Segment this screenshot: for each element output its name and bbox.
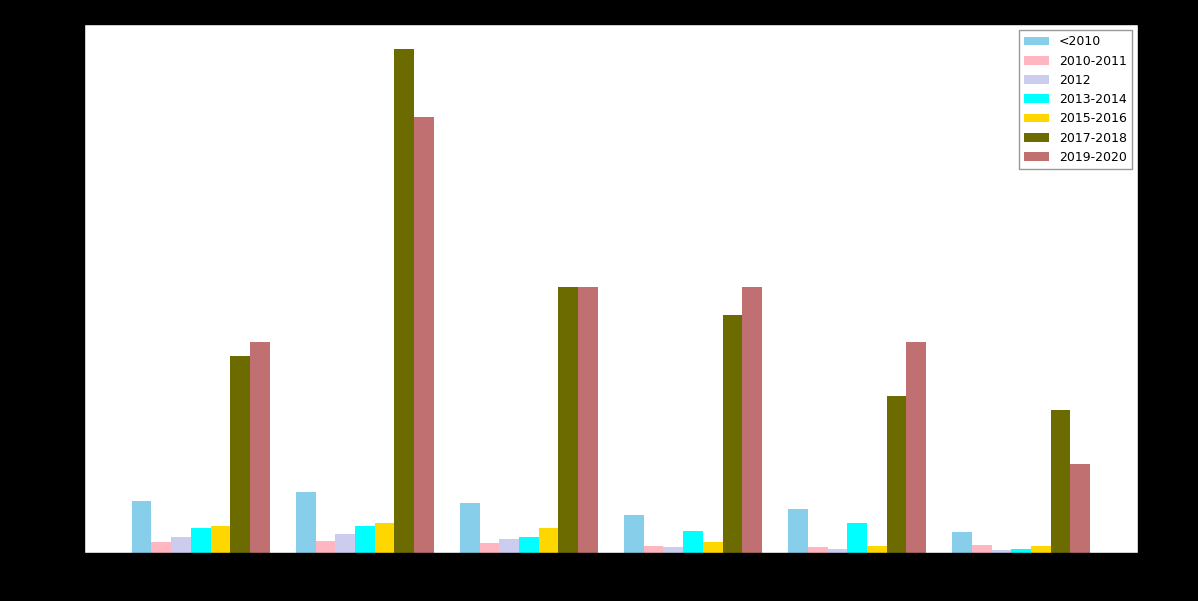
Bar — [664, 548, 683, 553]
Bar — [355, 526, 375, 553]
Bar — [1031, 546, 1051, 553]
Bar — [375, 523, 394, 553]
Bar — [788, 510, 807, 553]
Bar — [1011, 549, 1031, 553]
Y-axis label: CVE Year Count: CVE Year Count — [31, 235, 44, 342]
Bar — [415, 117, 434, 553]
Bar — [250, 342, 270, 553]
Bar — [315, 541, 335, 553]
Bar — [171, 537, 190, 553]
Bar — [1051, 410, 1071, 553]
Bar — [624, 515, 643, 553]
Bar — [190, 528, 211, 553]
Bar — [460, 502, 479, 553]
Bar — [132, 501, 151, 553]
Bar — [807, 548, 828, 553]
Bar — [743, 287, 762, 553]
Bar — [335, 534, 355, 553]
Bar — [722, 315, 743, 553]
Bar — [151, 542, 171, 553]
Bar — [847, 523, 867, 553]
Bar — [479, 543, 500, 553]
Bar — [703, 542, 722, 553]
Bar — [539, 528, 558, 553]
Bar — [992, 550, 1011, 553]
Bar — [643, 546, 664, 553]
Bar — [683, 531, 703, 553]
Bar — [230, 356, 250, 553]
Bar — [828, 549, 847, 553]
Bar — [579, 287, 598, 553]
Bar — [500, 539, 519, 553]
Bar — [907, 342, 926, 553]
Bar — [1071, 465, 1090, 553]
Bar — [394, 49, 415, 553]
Bar — [296, 492, 315, 553]
Legend: <2010, 2010-2011, 2012, 2013-2014, 2015-2016, 2017-2018, 2019-2020: <2010, 2010-2011, 2012, 2013-2014, 2015-… — [1018, 30, 1132, 169]
Bar — [211, 526, 230, 553]
Bar — [867, 546, 887, 553]
Bar — [519, 537, 539, 553]
Bar — [952, 532, 972, 553]
Bar — [558, 287, 579, 553]
Bar — [887, 397, 907, 553]
Bar — [972, 545, 992, 553]
